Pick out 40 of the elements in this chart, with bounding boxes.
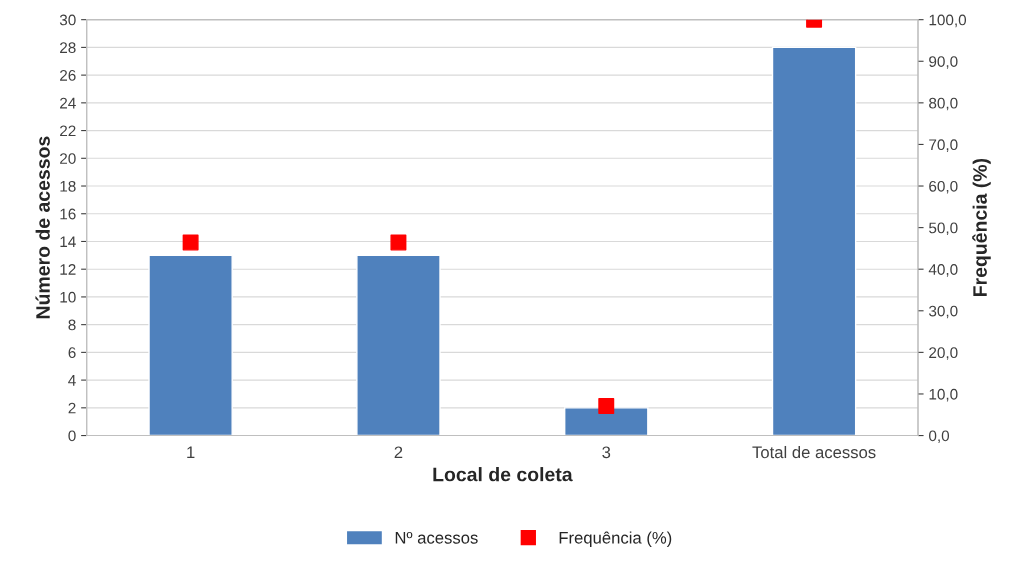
y2-tick-label: 30,0	[929, 305, 958, 319]
y2-tick-label: 20,0	[929, 347, 958, 360]
x-tick-label: 2	[394, 446, 403, 459]
bar	[148, 254, 233, 436]
y-tick-label: 22	[60, 125, 76, 137]
y2-tick-label: 90,0	[929, 56, 958, 69]
x-tick-label: Total de acessos	[752, 445, 876, 459]
y-tick-label: 4	[68, 375, 76, 386]
y-tick-label: 0	[68, 430, 76, 442]
y2-tick-label: 100,0	[929, 14, 967, 28]
y-tick-label: 16	[60, 208, 76, 220]
y-axis-title: Número de acessos	[35, 136, 50, 319]
bar	[771, 46, 857, 436]
y2-tick-label: 80,0	[929, 97, 958, 111]
y2-tick-label: 0,0	[929, 430, 950, 444]
bar	[564, 407, 649, 436]
y2-tick-label: 70,0	[929, 139, 958, 152]
y-tick-label: 26	[60, 69, 76, 81]
x-tick-label: 3	[602, 446, 611, 459]
y-tick-label: 8	[68, 319, 76, 331]
legend-label: Nº acessos	[395, 531, 478, 544]
x-tick-label: 1	[187, 446, 195, 459]
y-tick-label: 14	[60, 236, 76, 248]
legend-label: Frequência (%)	[559, 531, 672, 547]
y-tick-label: 12	[60, 264, 76, 275]
bar	[356, 254, 441, 436]
y2-axis-title: Frequência (%)	[972, 158, 991, 296]
y-tick-label: 30	[59, 14, 76, 26]
y-tick-label: 2	[68, 402, 76, 414]
y-tick-label: 20	[60, 153, 76, 164]
y-tick-label: 6	[68, 347, 76, 359]
y-tick-label: 28	[60, 42, 76, 54]
y-tick-label: 24	[60, 97, 76, 109]
y-tick-label: 18	[60, 180, 76, 192]
y2-tick-label: 40,0	[928, 264, 958, 277]
y-tick-label: 10	[60, 291, 76, 303]
y2-tick-label: 60,0	[929, 180, 958, 194]
x-axis-title: Local de coleta	[433, 467, 573, 482]
y2-tick-label: 10,0	[929, 388, 958, 402]
y2-tick-label: 50,0	[929, 222, 958, 236]
